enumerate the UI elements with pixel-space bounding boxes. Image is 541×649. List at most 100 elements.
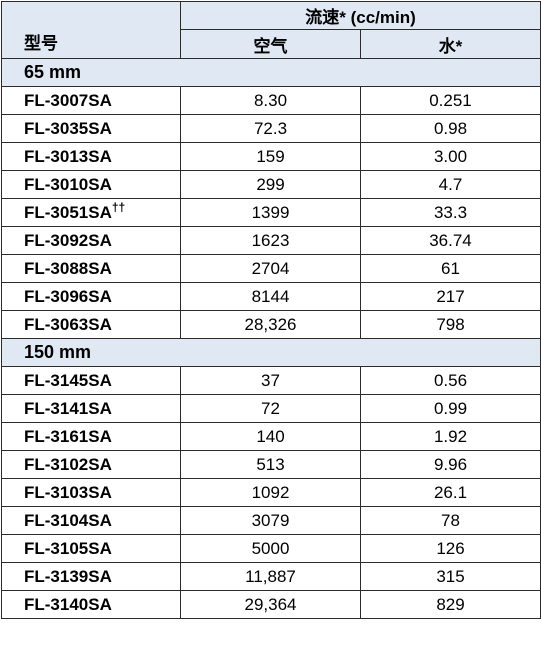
model-number: FL-3007SA [24, 90, 112, 110]
air-flow-cell: 8.30 [180, 86, 361, 115]
air-flow-cell: 29,364 [180, 590, 361, 619]
water-flow-cell: 315 [360, 562, 541, 591]
water-flow-cell: 0.56 [360, 366, 541, 395]
section-title: 65 mm [1, 58, 541, 87]
model-number: FL-3139SA [24, 566, 112, 586]
table-row: FL-3140SA 29,364 829 [1, 590, 541, 619]
air-flow-cell: 1399 [180, 198, 361, 227]
water-flow-cell: 798 [360, 310, 541, 339]
model-number: FL-3063SA [24, 314, 112, 334]
table-row: FL-3013SA 159 3.00 [1, 142, 541, 171]
model-cell: FL-3140SA [1, 590, 181, 619]
water-column-header: 水* [360, 29, 541, 59]
model-column-header: 型号 [1, 1, 181, 59]
table-row: FL-3105SA 5000 126 [1, 534, 541, 563]
water-flow-cell: 33.3 [360, 198, 541, 227]
air-flow-cell: 299 [180, 170, 361, 199]
air-flow-cell: 140 [180, 422, 361, 451]
model-cell: FL-3035SA [1, 114, 181, 143]
table-row: FL-3161SA 140 1.92 [1, 422, 541, 451]
table-row: FL-3103SA 1092 26.1 [1, 478, 541, 507]
model-number: FL-3161SA [24, 426, 112, 446]
water-flow-cell: 3.00 [360, 142, 541, 171]
air-flow-cell: 11,887 [180, 562, 361, 591]
water-flow-cell: 4.7 [360, 170, 541, 199]
air-flow-cell: 72.3 [180, 114, 361, 143]
section-header-row: 65 mm [1, 58, 541, 87]
model-cell: FL-3092SA [1, 226, 181, 255]
model-number: FL-3104SA [24, 510, 112, 530]
model-number: FL-3141SA [24, 398, 112, 418]
model-number: FL-3035SA [24, 118, 112, 138]
table-row: FL-3088SA 2704 61 [1, 254, 541, 283]
flow-rate-header: 流速* (cc/min) [180, 1, 541, 30]
air-flow-cell: 28,326 [180, 310, 361, 339]
water-flow-cell: 9.96 [360, 450, 541, 479]
model-number: FL-3140SA [24, 594, 112, 614]
air-flow-cell: 37 [180, 366, 361, 395]
air-flow-cell: 5000 [180, 534, 361, 563]
model-cell: FL-3141SA [1, 394, 181, 423]
model-number: FL-3145SA [24, 370, 112, 390]
model-cell: FL-3096SA [1, 282, 181, 311]
model-number: FL-3103SA [24, 482, 112, 502]
model-cell: FL-3063SA [1, 310, 181, 339]
table-row: FL-3010SA 299 4.7 [1, 170, 541, 199]
table-row: FL-3051SA†† 1399 33.3 [1, 198, 541, 227]
model-number: FL-3102SA [24, 454, 112, 474]
table-row: FL-3035SA 72.3 0.98 [1, 114, 541, 143]
model-cell: FL-3051SA†† [1, 198, 181, 227]
air-flow-cell: 1092 [180, 478, 361, 507]
model-number: FL-3105SA [24, 538, 112, 558]
header-row-2: 空气 水* [2, 29, 541, 59]
water-flow-cell: 78 [360, 506, 541, 535]
model-cell: FL-3010SA [1, 170, 181, 199]
model-cell: FL-3102SA [1, 450, 181, 479]
model-number: FL-3088SA [24, 258, 112, 278]
water-flow-cell: 0.99 [360, 394, 541, 423]
model-cell: FL-3145SA [1, 366, 181, 395]
section-title: 150 mm [1, 338, 541, 367]
model-number: FL-3010SA [24, 174, 112, 194]
table-row: FL-3139SA 11,887 315 [1, 562, 541, 591]
water-flow-cell: 126 [360, 534, 541, 563]
model-cell: FL-3007SA [1, 86, 181, 115]
flow-rate-table: 型号 流速* (cc/min) 空气 水* 65 mm FL-3007SA 8.30… [1, 1, 541, 619]
table-body: 65 mm FL-3007SA 8.30 0.251 FL-3035SA 72.3 0.98… [1, 58, 541, 619]
model-cell: FL-3105SA [1, 534, 181, 563]
air-flow-cell: 2704 [180, 254, 361, 283]
model-number: FL-3051SA [24, 202, 112, 222]
air-flow-cell: 159 [180, 142, 361, 171]
model-number: FL-3092SA [24, 230, 112, 250]
model-cell: FL-3104SA [1, 506, 181, 535]
water-flow-cell: 1.92 [360, 422, 541, 451]
air-flow-cell: 3079 [180, 506, 361, 535]
air-flow-cell: 513 [180, 450, 361, 479]
air-flow-cell: 8144 [180, 282, 361, 311]
model-cell: FL-3161SA [1, 422, 181, 451]
section-header-row: 150 mm [1, 338, 541, 367]
model-cell: FL-3013SA [1, 142, 181, 171]
model-cell: FL-3088SA [1, 254, 181, 283]
table-row: FL-3145SA 37 0.56 [1, 366, 541, 395]
table-row: FL-3141SA 72 0.99 [1, 394, 541, 423]
table-row: FL-3096SA 8144 217 [1, 282, 541, 311]
water-flow-cell: 61 [360, 254, 541, 283]
table-row: FL-3102SA 513 9.96 [1, 450, 541, 479]
table-header: 型号 流速* (cc/min) 空气 水* [1, 1, 541, 59]
table-row: FL-3007SA 8.30 0.251 [1, 86, 541, 115]
table-row: FL-3063SA 28,326 798 [1, 310, 541, 339]
water-flow-cell: 26.1 [360, 478, 541, 507]
air-flow-cell: 1623 [180, 226, 361, 255]
water-flow-cell: 217 [360, 282, 541, 311]
model-cell: FL-3103SA [1, 478, 181, 507]
water-flow-cell: 36.74 [360, 226, 541, 255]
header-row-1: 型号 流速* (cc/min) [1, 1, 541, 59]
table-row: FL-3092SA 1623 36.74 [1, 226, 541, 255]
footnote-dagger-mark: †† [111, 199, 126, 214]
model-number: FL-3096SA [24, 286, 112, 306]
model-cell: FL-3139SA [1, 562, 181, 591]
water-flow-cell: 0.98 [360, 114, 541, 143]
table-row: FL-3104SA 3079 78 [1, 506, 541, 535]
